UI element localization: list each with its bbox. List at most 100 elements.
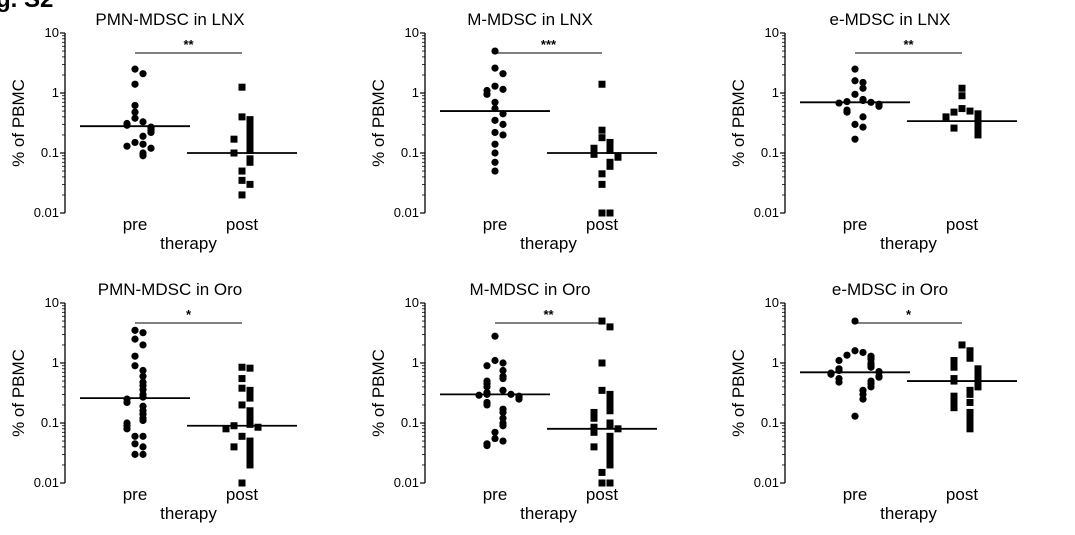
data-point-post: [606, 140, 614, 148]
data-point-pre: [123, 142, 131, 150]
data-point-pre: [835, 378, 843, 386]
data-point-pre: [859, 395, 867, 403]
data-point-post: [950, 108, 958, 116]
data-point-pre: [131, 335, 139, 343]
data-point-post: [966, 107, 974, 115]
y-tick-label: 0.01: [34, 475, 59, 490]
y-tick-label: 0.01: [34, 205, 59, 220]
data-point-pre: [483, 383, 491, 391]
chart-panel-pmn-mdsc-oro: PMN-MDSC in Oro 0.01 0.1 1 10 % of PBMC pre pos…: [9, 280, 297, 523]
x-category-label: pre: [483, 215, 508, 234]
data-point-pre: [483, 401, 491, 409]
data-point-pre: [875, 102, 883, 110]
data-point-post: [230, 135, 238, 143]
data-point-post: [606, 407, 614, 415]
data-point-post: [974, 131, 982, 139]
y-axis-label: % of PBMC: [9, 349, 28, 437]
y-tick-label: 0.01: [394, 205, 419, 220]
data-point-pre: [867, 363, 875, 371]
data-point-pre: [859, 84, 867, 92]
data-point-pre: [483, 362, 491, 370]
data-point-post: [606, 455, 614, 463]
data-point-post: [590, 443, 598, 451]
data-point-pre: [131, 362, 139, 370]
x-category-label: pre: [123, 215, 148, 234]
data-point-post: [246, 394, 254, 402]
data-point-post: [966, 390, 974, 398]
data-point-pre: [499, 437, 507, 445]
data-point-post: [246, 461, 254, 469]
x-category-label: post: [226, 485, 258, 504]
chart-panel-m-mdsc-lnx: M-MDSC in LNX 0.01 0.1 1 10 % of PBMC pre postt…: [369, 10, 657, 253]
data-point-post: [598, 468, 606, 476]
chart-title: PMN-MDSC in Oro: [98, 280, 243, 299]
data-point-pre: [139, 118, 147, 126]
data-point-post: [246, 450, 254, 458]
x-category-label: post: [586, 215, 618, 234]
data-point-post: [606, 162, 614, 170]
data-point-pre: [499, 408, 507, 417]
data-point-post: [246, 446, 254, 454]
data-point-pre: [139, 70, 147, 78]
chart-title: M-MDSC in Oro: [470, 280, 591, 299]
data-point-post: [942, 113, 950, 121]
data-point-pre: [515, 395, 523, 403]
y-axis-label: % of PBMC: [729, 349, 748, 437]
y-tick-label: 1: [412, 355, 419, 370]
data-point-post: [238, 167, 246, 175]
data-point-post: [590, 144, 598, 152]
data-point-pre: [499, 366, 507, 375]
data-point-pre: [139, 152, 147, 160]
data-point-post: [246, 420, 254, 428]
data-point-pre: [499, 70, 507, 78]
data-point-post: [606, 432, 614, 440]
data-point-post: [238, 401, 246, 409]
data-point-post: [246, 390, 254, 398]
data-point-pre: [851, 77, 859, 85]
data-point-post: [606, 422, 614, 430]
data-point-pre: [139, 366, 147, 375]
data-point-pre: [139, 432, 147, 440]
data-point-pre: [499, 422, 507, 430]
data-point-pre: [147, 144, 155, 152]
data-point-post: [590, 150, 598, 158]
data-point-pre: [491, 428, 499, 436]
x-category-label: pre: [483, 485, 508, 504]
data-point-post: [958, 92, 966, 100]
data-point-pre: [131, 352, 139, 360]
y-tick-label: 10: [765, 25, 779, 40]
x-category-label: post: [586, 485, 618, 504]
data-point-post: [606, 158, 614, 166]
data-point-post: [238, 113, 246, 121]
y-tick-label: 0.1: [761, 415, 779, 430]
data-point-pre: [491, 356, 499, 365]
y-tick-label: 1: [52, 85, 59, 100]
data-point-post: [246, 120, 254, 128]
data-point-pre: [859, 78, 867, 87]
chart-panel-e-mdsc-lnx: e-MDSC in LNX 0.01 0.1 1 10 % of PBMC pre postt…: [729, 10, 1017, 253]
data-point-pre: [491, 158, 499, 166]
x-axis-label: therapy: [520, 234, 577, 253]
data-point-pre: [131, 80, 139, 88]
y-tick-label: 1: [52, 355, 59, 370]
x-axis-label: therapy: [880, 234, 937, 253]
x-category-label: pre: [123, 485, 148, 504]
data-point-post: [254, 423, 262, 431]
data-point-post: [966, 408, 974, 416]
data-point-pre: [131, 108, 139, 116]
data-point-post: [606, 390, 614, 398]
data-point-post: [246, 147, 254, 155]
data-point-pre: [843, 351, 851, 359]
data-point-post: [614, 153, 622, 161]
data-point-pre: [875, 373, 883, 381]
data-point-pre: [139, 329, 147, 337]
data-point-pre: [139, 372, 147, 380]
data-point-pre: [843, 108, 851, 116]
data-point-post: [238, 363, 246, 371]
data-point-pre: [491, 149, 499, 157]
data-point-post: [950, 404, 958, 412]
data-point-pre: [131, 114, 139, 122]
data-point-pre: [131, 138, 139, 147]
y-axis-label: % of PBMC: [369, 79, 388, 167]
data-point-post: [598, 126, 606, 134]
